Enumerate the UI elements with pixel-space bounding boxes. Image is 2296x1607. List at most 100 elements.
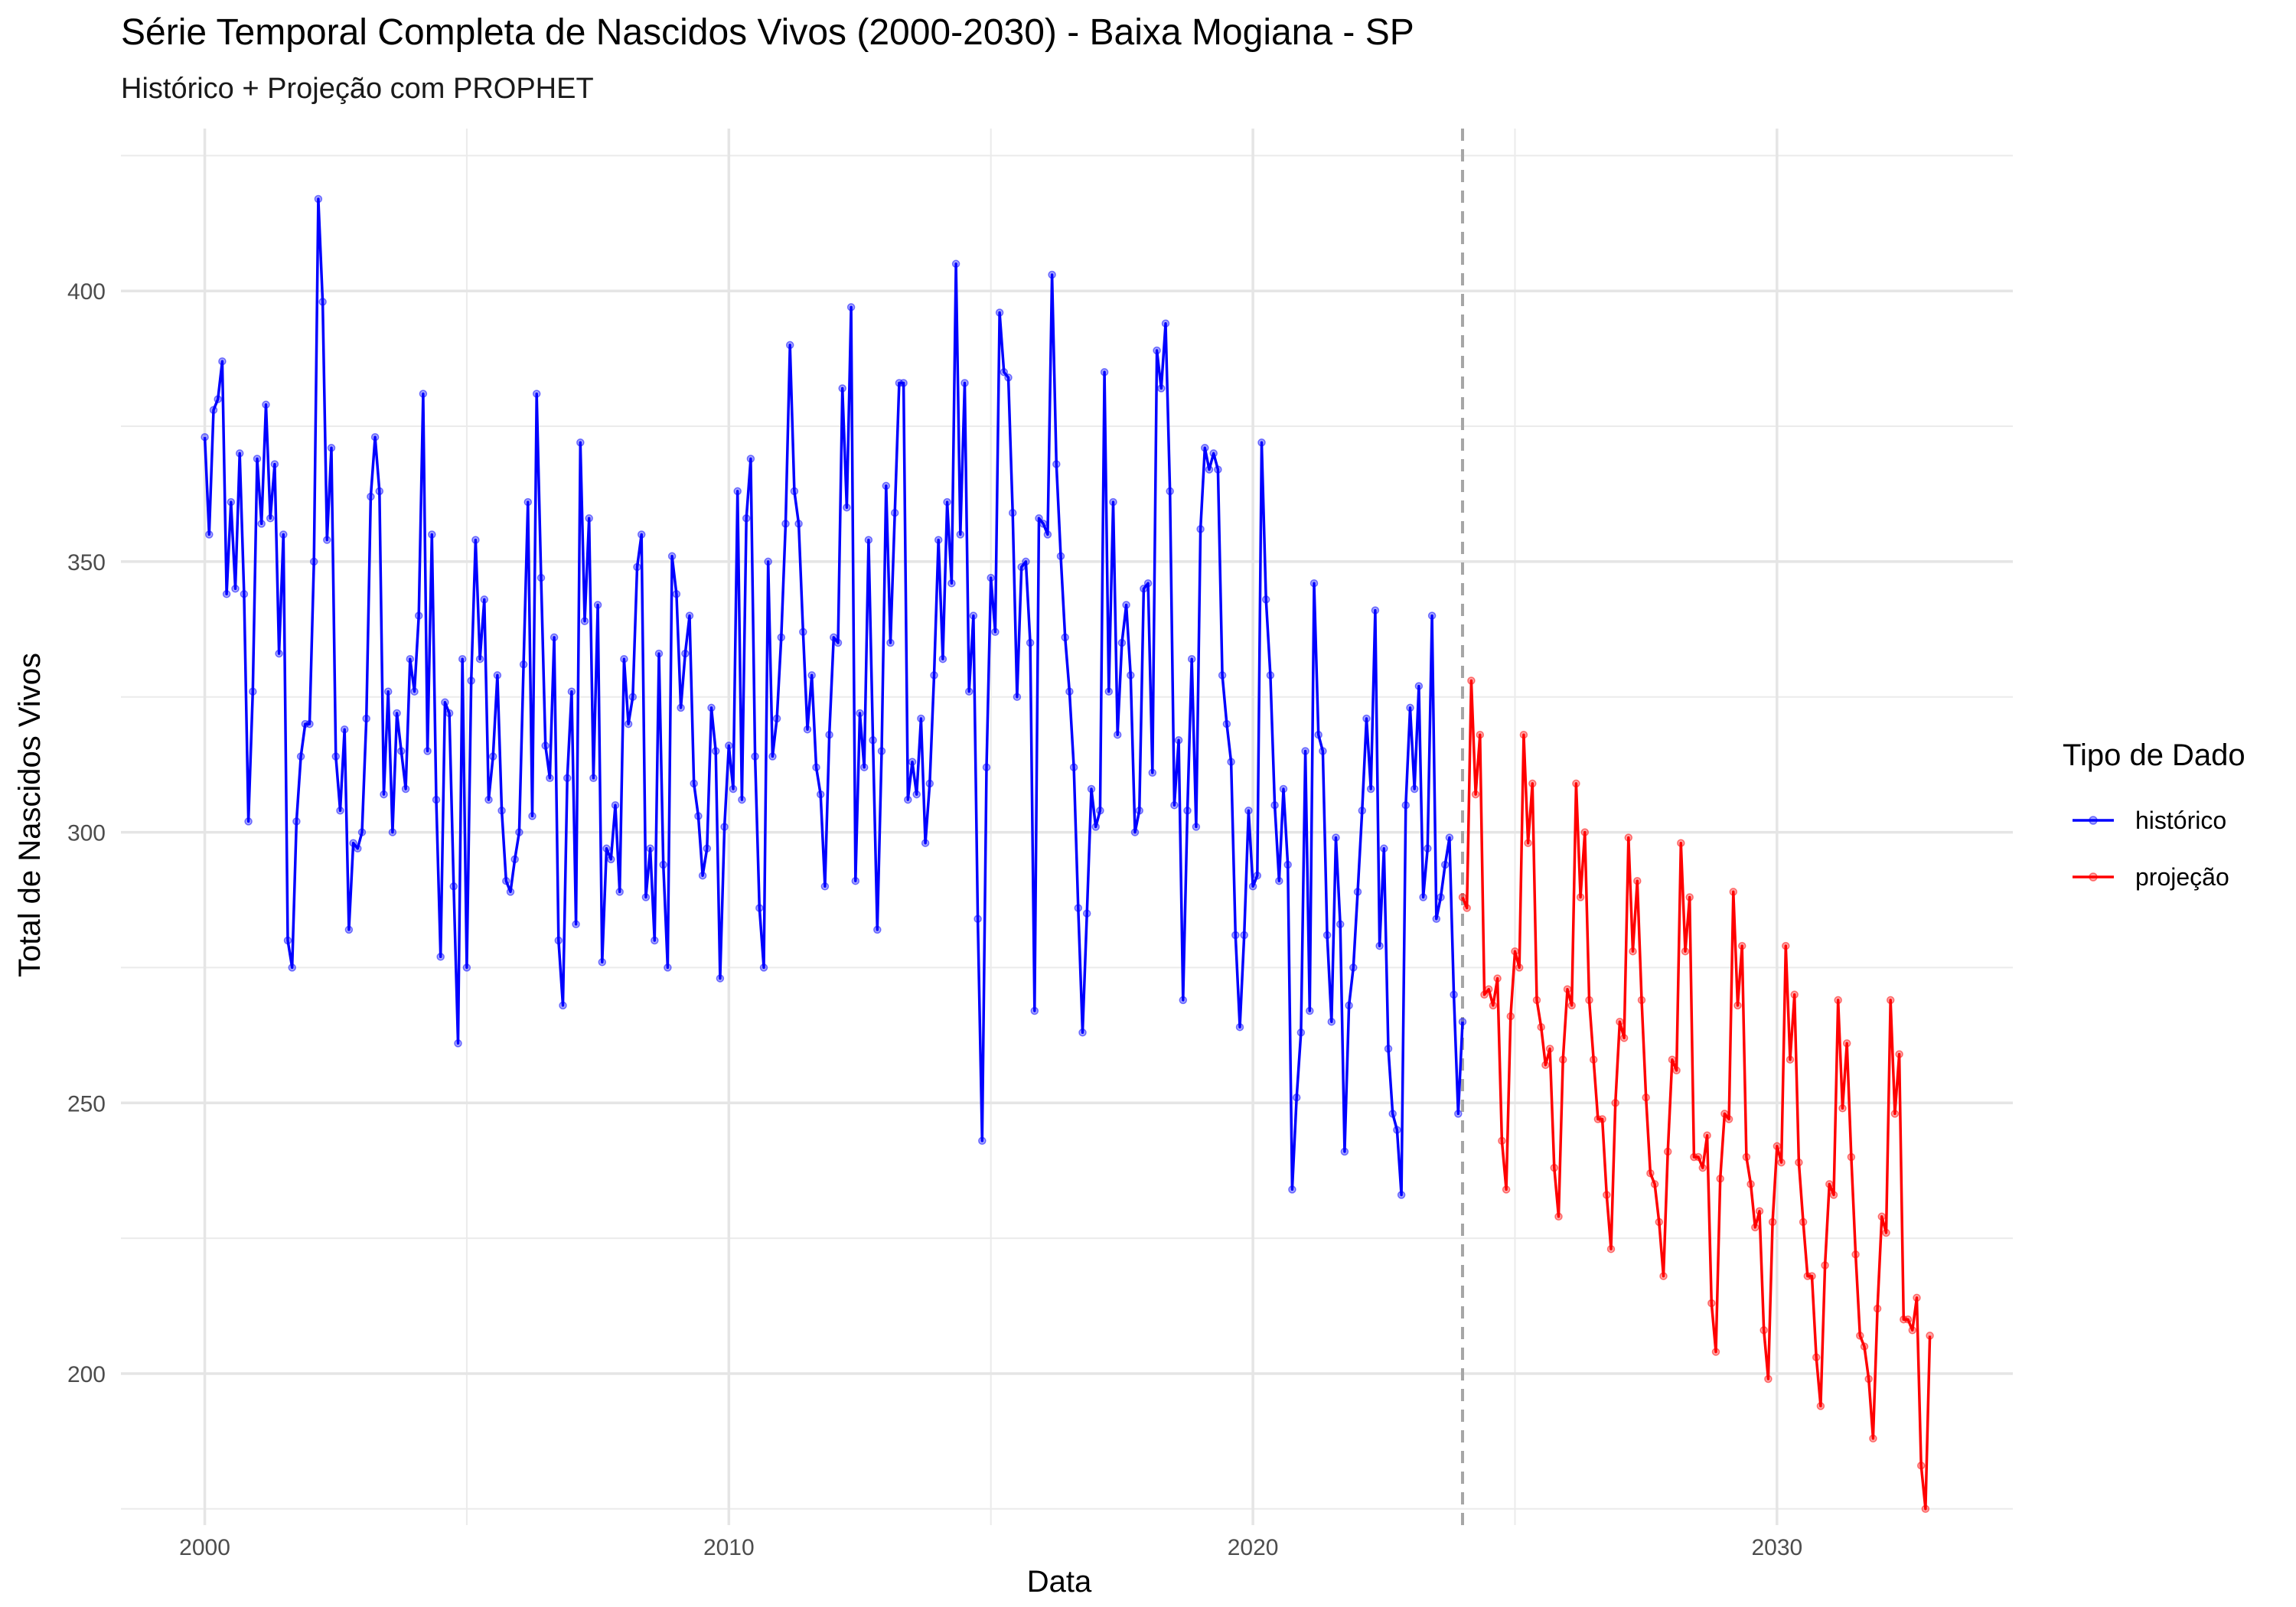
data-point xyxy=(943,497,951,507)
data-point xyxy=(1227,758,1235,766)
data-point xyxy=(1642,1093,1650,1102)
y-axis-title: Total de Nascidos Vivos xyxy=(13,653,47,977)
data-point xyxy=(1580,828,1590,836)
data-point xyxy=(790,487,799,496)
data-point xyxy=(1886,996,1895,1005)
series-lines xyxy=(201,194,1934,1514)
data-point xyxy=(1135,807,1143,815)
legend-items: histórico projeção xyxy=(2073,807,2229,891)
data-point xyxy=(1563,985,1572,993)
data-point xyxy=(428,530,436,539)
data-point xyxy=(1257,438,1266,447)
data-point xyxy=(357,828,367,836)
data-point xyxy=(1558,1055,1567,1064)
data-point xyxy=(1733,1001,1742,1010)
x-axis-ticks: 2000 2010 2020 2030 xyxy=(179,1535,1802,1560)
data-point xyxy=(1192,823,1201,831)
data-point xyxy=(283,936,292,945)
data-point xyxy=(1231,931,1240,940)
data-point xyxy=(296,752,305,761)
data-point xyxy=(1537,1022,1545,1032)
data-point xyxy=(598,958,607,966)
data-point xyxy=(1296,1028,1306,1037)
data-point xyxy=(1401,800,1411,810)
data-point xyxy=(1458,893,1467,901)
data-point xyxy=(1633,876,1642,885)
data-point xyxy=(1489,1001,1498,1010)
data-point xyxy=(1380,844,1388,853)
data-point xyxy=(467,676,475,685)
data-point xyxy=(1069,763,1078,771)
data-point xyxy=(1476,730,1485,739)
data-point xyxy=(432,795,441,804)
data-point xyxy=(1672,1066,1681,1075)
data-point xyxy=(1445,833,1454,842)
data-point xyxy=(1061,633,1069,642)
data-point xyxy=(873,925,882,934)
data-point xyxy=(1550,1163,1559,1172)
data-point xyxy=(982,763,991,771)
data-point xyxy=(314,194,323,204)
data-point xyxy=(454,1039,462,1048)
data-point xyxy=(1319,747,1327,755)
data-point xyxy=(864,536,873,544)
data-point xyxy=(1677,839,1685,847)
y-tick-label: 250 xyxy=(67,1091,106,1116)
x-tick-label: 2010 xyxy=(703,1535,755,1560)
data-point xyxy=(917,714,925,723)
data-point xyxy=(1760,1326,1768,1335)
data-point xyxy=(620,654,628,663)
data-point xyxy=(716,974,725,983)
data-point xyxy=(222,590,231,598)
data-point xyxy=(1201,444,1209,452)
data-point xyxy=(1362,714,1371,723)
data-point xyxy=(694,812,703,820)
legend-item: histórico xyxy=(2073,807,2226,834)
y-axis-ticks: 200 250 300 350 400 xyxy=(67,279,106,1387)
data-point xyxy=(458,654,467,663)
data-point xyxy=(720,823,729,831)
data-point xyxy=(738,795,746,804)
data-point xyxy=(462,963,471,972)
data-point xyxy=(253,455,262,463)
data-point xyxy=(1782,941,1790,950)
data-point xyxy=(1869,1434,1877,1443)
data-point xyxy=(227,497,236,507)
data-point xyxy=(698,871,707,880)
data-point xyxy=(729,784,738,794)
data-point xyxy=(733,487,742,496)
data-point xyxy=(1074,904,1083,912)
data-point xyxy=(1567,1001,1576,1010)
data-point xyxy=(1187,654,1196,663)
data-point xyxy=(930,671,938,680)
data-point xyxy=(1078,1028,1087,1037)
data-point xyxy=(1322,931,1332,940)
data-point xyxy=(1309,579,1319,588)
data-point xyxy=(292,817,301,826)
data-point xyxy=(497,807,506,815)
data-point xyxy=(703,844,712,853)
data-point xyxy=(904,795,912,804)
data-point xyxy=(938,654,947,663)
data-point xyxy=(1528,779,1537,788)
data-point xyxy=(1659,1272,1668,1280)
data-point xyxy=(846,303,856,311)
data-point xyxy=(1585,996,1593,1005)
series-line xyxy=(203,197,1464,1197)
data-point xyxy=(987,573,995,582)
data-point xyxy=(362,714,370,723)
data-point xyxy=(493,671,502,680)
data-point xyxy=(554,936,563,945)
data-point xyxy=(764,557,772,566)
data-point xyxy=(1808,1272,1816,1280)
data-point xyxy=(1222,719,1231,729)
data-point xyxy=(1143,579,1153,588)
data-point xyxy=(1895,1050,1903,1058)
data-point xyxy=(336,807,344,815)
data-point xyxy=(410,687,419,696)
data-point xyxy=(947,579,956,588)
data-point xyxy=(1174,736,1183,745)
data-point xyxy=(1130,828,1140,836)
data-point xyxy=(1327,1017,1336,1026)
data-point xyxy=(488,752,497,761)
